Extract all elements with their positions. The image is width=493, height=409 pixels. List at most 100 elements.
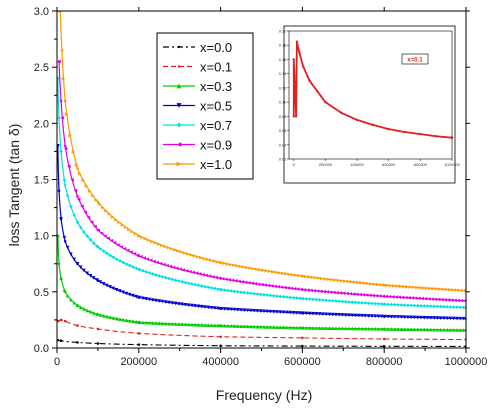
data-point [178, 267, 182, 271]
data-point [351, 292, 356, 296]
data-point [350, 326, 355, 331]
data-point-x-0-3 [96, 313, 100, 316]
series-x-0-9 [57, 59, 466, 303]
data-point [305, 288, 310, 292]
data-point [170, 301, 175, 305]
data-point-x-1-0 [76, 166, 79, 170]
data-point [392, 284, 396, 288]
data-point [442, 327, 446, 332]
data-point [418, 285, 422, 290]
data-point [121, 317, 126, 322]
legend-marker [176, 83, 182, 89]
data-point [157, 299, 162, 303]
series-x-1-0 [58, 11, 466, 293]
data-point [161, 262, 166, 267]
data-point [157, 321, 162, 326]
data-point [307, 311, 312, 316]
data-point [71, 150, 76, 154]
data-point [317, 326, 322, 330]
inset-x-tick-label: 1000000 [444, 162, 460, 167]
data-point [286, 286, 290, 290]
x-axis-title: Frequency (Hz) [216, 387, 312, 403]
data-point-x-0-5 [63, 239, 67, 243]
data-point [285, 325, 289, 330]
data-point [294, 273, 298, 278]
legend-label: x=0.5 [200, 99, 232, 114]
data-point [275, 325, 279, 329]
data-point [163, 275, 168, 280]
data-point [314, 326, 319, 330]
inset-data-point [292, 58, 295, 61]
data-point [245, 291, 250, 295]
data-point [324, 298, 328, 303]
data-point [264, 269, 269, 273]
data-point [429, 304, 433, 309]
data-point [435, 304, 440, 309]
data-point [245, 308, 250, 313]
data-point [333, 278, 337, 282]
data-point [438, 304, 443, 309]
legend-label: x=0.3 [200, 79, 232, 94]
data-point [239, 308, 243, 312]
data-point [63, 146, 68, 151]
data-point [408, 285, 413, 289]
data-point [118, 289, 122, 293]
data-point-x-0-9 [219, 277, 222, 280]
data-point [186, 252, 190, 256]
data-point [314, 312, 319, 316]
data-point [323, 277, 328, 281]
data-point-x-0-7 [96, 245, 100, 249]
data-point [255, 309, 260, 313]
data-point [430, 297, 434, 301]
data-point [119, 245, 124, 249]
inset-data-point [324, 100, 327, 104]
data-point [405, 284, 409, 289]
data-point [241, 265, 246, 269]
data-point [435, 327, 440, 332]
data-point [298, 311, 302, 315]
data-point [186, 303, 191, 307]
data-point [278, 325, 283, 330]
data-point [70, 177, 74, 182]
data-point [335, 290, 339, 295]
data-point-x-0-0 [301, 344, 304, 348]
data-point [396, 327, 400, 331]
data-point [213, 306, 217, 310]
data-point [166, 245, 171, 250]
data-point [133, 231, 138, 236]
data-point-x-0-7 [57, 77, 60, 80]
data-point [379, 327, 384, 331]
data-point [120, 223, 125, 227]
data-point [281, 295, 286, 299]
data-point [453, 298, 457, 303]
inset-plot-frame [288, 30, 453, 160]
data-point [424, 286, 429, 290]
data-point [451, 328, 456, 332]
data-point [445, 316, 449, 321]
data-point [448, 316, 453, 321]
data-point [98, 280, 103, 284]
data-point [199, 255, 203, 260]
data-point [298, 296, 302, 301]
data-point [271, 294, 276, 298]
data-point [206, 323, 211, 327]
data-point [258, 267, 262, 272]
data-point [134, 320, 139, 324]
data-point-x-0-5 [96, 279, 100, 282]
data-point [104, 209, 108, 213]
data-point [101, 313, 106, 318]
data-point-x-0-9 [301, 288, 304, 291]
data-point [304, 326, 309, 330]
data-point [432, 316, 436, 320]
data-point [363, 326, 368, 331]
data-point [160, 299, 165, 304]
data-point [248, 266, 252, 270]
data-point [296, 287, 300, 291]
data-point [389, 302, 394, 307]
data-point [298, 325, 302, 330]
data-point [158, 261, 163, 266]
data-point [356, 280, 360, 285]
data-point [410, 296, 415, 300]
data-point [255, 324, 260, 329]
data-point [150, 239, 154, 244]
